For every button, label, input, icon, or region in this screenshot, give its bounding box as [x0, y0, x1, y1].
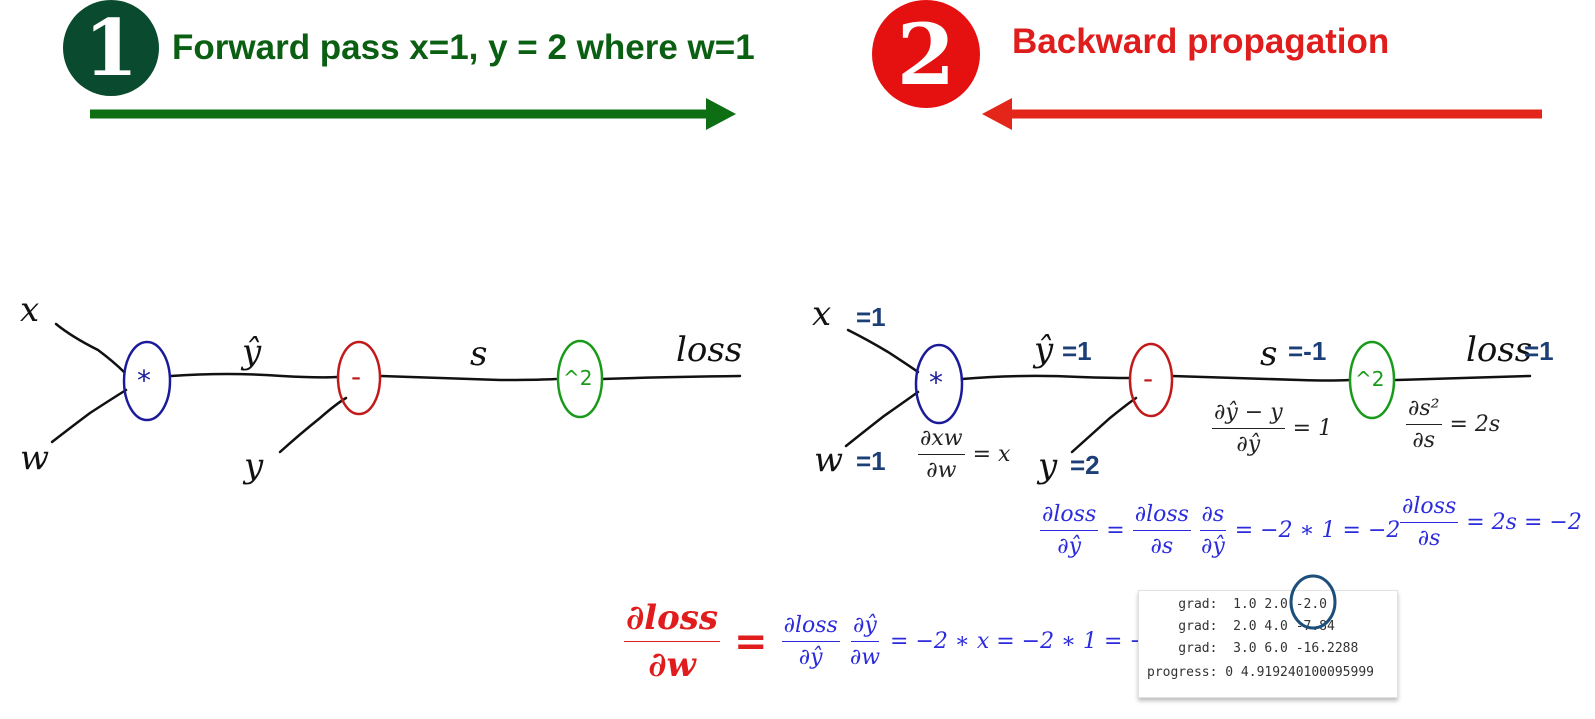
eq-dloss-dw-equals: = — [734, 618, 768, 665]
local-grad-square-rhs: = 2s — [1449, 412, 1501, 437]
eq-dloss-ds-rhs: = 2s = −2 — [1466, 510, 1582, 535]
forward-node-square-label: ^2 — [563, 366, 593, 390]
console-line: progress: 0 4.919240100095999 — [1147, 665, 1374, 680]
eq-dloss-dw-b-num: ∂ŷ — [851, 613, 879, 642]
backward-node-sub-label: - — [1143, 362, 1154, 395]
backward-edge-loss-label: loss — [1466, 330, 1533, 370]
console-line: grad: 1.0 2.0 -2.0 — [1147, 597, 1328, 612]
step-2-badge: 2 — [872, 0, 980, 108]
step-2-title: Backward propagation — [1012, 22, 1390, 61]
backward-input-w-label: w — [814, 440, 844, 480]
eq-dloss-ds-den: ∂s — [1417, 526, 1441, 551]
local-grad-sub-den: ∂ŷ — [1236, 432, 1261, 457]
local-grad-sub-num: ∂ŷ − y — [1212, 400, 1285, 429]
forward-input-y-label: y — [244, 446, 264, 486]
step-1-number: 1 — [83, 2, 139, 94]
value-yhat: =1 — [1062, 336, 1092, 366]
eq-dloss-dyhat-lhs-num: ∂loss — [1040, 502, 1099, 531]
backward-edge-s-label: s — [1260, 334, 1278, 374]
value-y: =2 — [1070, 450, 1100, 480]
value-x: =1 — [856, 302, 886, 332]
value-w: =1 — [856, 446, 886, 476]
eq-dloss-dw-a-den: ∂ŷ — [798, 645, 823, 670]
forward-node-sub-label: - — [351, 360, 362, 393]
local-grad-sub-rhs: = 1 — [1292, 416, 1333, 441]
console-line: grad: 3.0 6.0 -16.2288 — [1147, 641, 1359, 656]
backward-input-x-label: x — [812, 294, 832, 334]
backward-node-mul-label: * — [929, 366, 943, 399]
eq-dloss-dw-a-num: ∂loss — [781, 613, 840, 642]
forward-input-w-label: w — [20, 438, 50, 478]
local-grad-square-den: ∂s — [1412, 428, 1436, 453]
eq-dloss-dyhat-equals: = — [1106, 518, 1125, 543]
equation-dloss-dyhat: ∂loss ∂ŷ = ∂loss ∂s ∂s ∂ŷ = −2 ∗ 1 = −2 — [1036, 502, 1404, 559]
backward-node-mul — [914, 343, 964, 425]
equation-dloss-ds: ∂loss ∂s = 2s = −2 — [1396, 494, 1586, 551]
backward-edge-yhat-label: ŷ — [1034, 330, 1054, 370]
forward-node-sub — [336, 340, 382, 416]
forward-edge-yhat-label: ŷ — [242, 332, 262, 372]
eq-dloss-dw-lhs-den: ∂w — [648, 645, 696, 685]
local-grad-square: ∂s² ∂s = 2s — [1402, 396, 1504, 453]
eq-dloss-dyhat-a-num: ∂loss — [1132, 502, 1191, 531]
eq-dloss-dw-lhs-num: ∂loss — [624, 598, 721, 642]
local-grad-mul: ∂xw ∂w = x — [914, 426, 1014, 483]
forward-node-mul — [122, 340, 172, 422]
backward-graph-edges — [844, 328, 1532, 454]
backward-node-sub — [1128, 342, 1174, 418]
backward-node-square-label: ^2 — [1355, 367, 1385, 391]
eq-dloss-dyhat-a-den: ∂s — [1150, 534, 1174, 559]
console-output: grad: 1.0 2.0 -2.0 grad: 2.0 4.0 -7.84 g… — [1138, 590, 1398, 698]
local-grad-sub: ∂ŷ − y ∂ŷ = 1 — [1208, 400, 1336, 457]
forward-arrow — [90, 98, 736, 130]
forward-node-mul-label: * — [137, 364, 151, 397]
local-grad-mul-rhs: = x — [972, 442, 1011, 467]
value-loss: =1 — [1524, 336, 1554, 366]
forward-graph-edges — [50, 322, 742, 454]
highlight-circle — [1289, 574, 1337, 630]
step-1-badge: 1 — [63, 0, 159, 96]
backward-node-square — [1348, 340, 1396, 420]
equation-dloss-dw: ∂loss ∂w = ∂loss ∂ŷ ∂ŷ ∂w = −2 ∗ x = −2 ∗ 1… — [620, 598, 1166, 685]
eq-dloss-dw-b-den: ∂w — [849, 645, 881, 670]
eq-dloss-dyhat-rhs: = −2 ∗ 1 = −2 — [1234, 518, 1401, 543]
forward-input-x-label: x — [20, 290, 40, 330]
value-s: =-1 — [1288, 336, 1327, 366]
eq-dloss-dyhat-b-num: ∂s — [1199, 502, 1227, 531]
local-grad-mul-num: ∂xw — [918, 426, 965, 455]
eq-dloss-dw-rhs: = −2 ∗ x = −2 ∗ 1 = −2 — [890, 629, 1162, 654]
local-grad-square-num: ∂s² — [1406, 396, 1442, 425]
eq-dloss-dyhat-b-den: ∂ŷ — [1200, 534, 1225, 559]
forward-edge-s-label: s — [470, 334, 488, 374]
forward-edge-loss-label: loss — [676, 330, 743, 370]
step-1-title: Forward pass x=1, y = 2 where w=1 — [172, 28, 755, 67]
step-2-number: 2 — [896, 4, 956, 104]
eq-dloss-dyhat-lhs-den: ∂ŷ — [1057, 534, 1082, 559]
backward-arrow — [982, 98, 1542, 130]
backward-input-y-label: y — [1038, 446, 1058, 486]
local-grad-mul-den: ∂w — [926, 458, 957, 483]
eq-dloss-ds-num: ∂loss — [1400, 494, 1459, 523]
forward-node-square — [556, 339, 604, 419]
